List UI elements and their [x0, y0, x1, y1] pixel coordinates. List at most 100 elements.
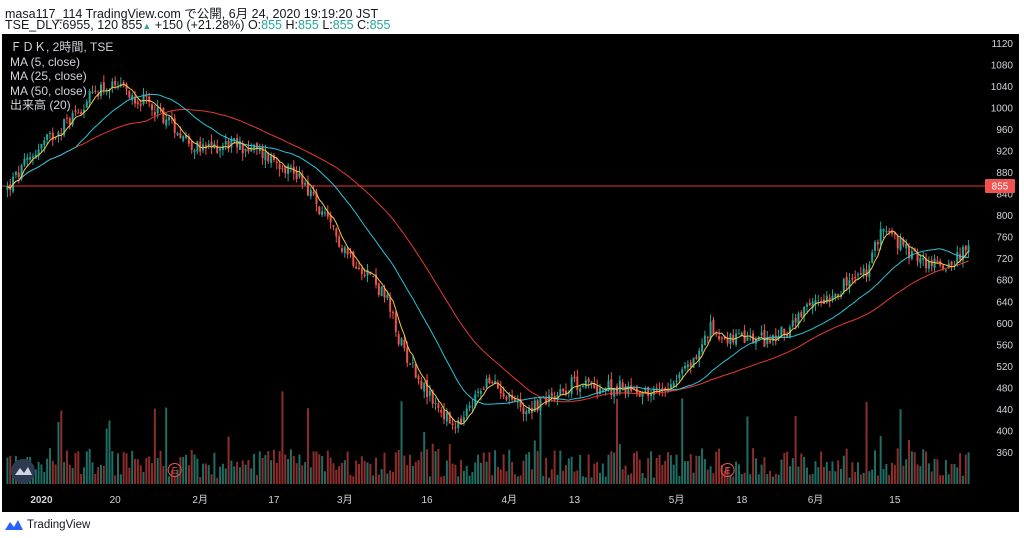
candle-body[interactable]	[723, 336, 726, 340]
candle-body[interactable]	[882, 228, 885, 232]
candle-body[interactable]	[771, 335, 774, 342]
candle-body[interactable]	[584, 380, 587, 388]
candle-body[interactable]	[502, 393, 505, 397]
candle-body[interactable]	[224, 141, 227, 145]
legend-ma25[interactable]: MA (25, close)	[10, 69, 87, 83]
candle-body[interactable]	[309, 189, 312, 197]
candle-body[interactable]	[278, 164, 281, 170]
candle-body[interactable]	[63, 118, 66, 136]
candle-body[interactable]	[610, 379, 613, 395]
candle-body[interactable]	[151, 104, 154, 110]
candle-body[interactable]	[828, 297, 831, 301]
candle-body[interactable]	[491, 382, 494, 384]
candle-body[interactable]	[326, 211, 329, 217]
candle-body[interactable]	[712, 320, 715, 335]
candle-body[interactable]	[783, 328, 786, 334]
candle-body[interactable]	[134, 96, 136, 104]
candle-body[interactable]	[587, 378, 590, 382]
candle-body[interactable]	[403, 339, 406, 349]
candle-body[interactable]	[6, 186, 9, 190]
candle-body[interactable]	[593, 383, 596, 389]
candle-body[interactable]	[26, 157, 29, 161]
candle-body[interactable]	[536, 400, 539, 411]
candle-body[interactable]	[862, 268, 865, 275]
candle-body[interactable]	[607, 380, 610, 390]
candle-body[interactable]	[559, 389, 562, 396]
candle-body[interactable]	[621, 382, 624, 388]
candle-body[interactable]	[814, 299, 817, 305]
candle-body[interactable]	[68, 118, 71, 125]
earnings-marker[interactable]	[720, 463, 735, 477]
candle-body[interactable]	[874, 242, 877, 251]
candle-body[interactable]	[346, 248, 349, 255]
candle-body[interactable]	[604, 388, 607, 390]
candle-body[interactable]	[176, 133, 179, 136]
candle-body[interactable]	[899, 238, 902, 250]
candle-body[interactable]	[579, 388, 582, 392]
candle-body[interactable]	[859, 273, 862, 275]
candle-body[interactable]	[380, 286, 383, 297]
candle-body[interactable]	[564, 390, 567, 395]
candle-body[interactable]	[686, 364, 689, 368]
candle-body[interactable]	[522, 407, 525, 414]
candle-body[interactable]	[338, 236, 341, 247]
candle-body[interactable]	[922, 257, 925, 260]
candle-body[interactable]	[695, 356, 698, 359]
candle-body[interactable]	[706, 336, 709, 338]
candle-body[interactable]	[451, 423, 454, 425]
candle-body[interactable]	[678, 374, 681, 379]
candle-body[interactable]	[933, 258, 936, 268]
candle-body[interactable]	[102, 82, 105, 90]
candle-body[interactable]	[185, 135, 188, 138]
candle-body[interactable]	[423, 382, 426, 392]
candle-body[interactable]	[329, 215, 332, 223]
candle-body[interactable]	[428, 390, 431, 396]
candle-body[interactable]	[465, 408, 468, 417]
candle-body[interactable]	[525, 411, 528, 415]
candle-body[interactable]	[944, 269, 947, 271]
candle-body[interactable]	[261, 146, 264, 158]
candle-body[interactable]	[443, 410, 446, 420]
candle-body[interactable]	[233, 137, 236, 142]
candle-body[interactable]	[281, 168, 284, 170]
candle-body[interactable]	[720, 337, 723, 339]
candle-body[interactable]	[550, 392, 553, 397]
legend-volume[interactable]: 出来高 (20)	[10, 98, 71, 112]
candle-body[interactable]	[794, 317, 797, 323]
candle-body[interactable]	[284, 166, 287, 174]
candle-body[interactable]	[808, 302, 811, 306]
candle-body[interactable]	[238, 141, 241, 150]
candle-body[interactable]	[31, 156, 34, 158]
candle-body[interactable]	[930, 260, 933, 267]
candle-body[interactable]	[760, 332, 763, 336]
candle-body[interactable]	[386, 294, 389, 299]
candle-body[interactable]	[692, 357, 695, 368]
candle-body[interactable]	[111, 81, 114, 88]
candle-body[interactable]	[54, 137, 57, 139]
candle-body[interactable]	[440, 409, 443, 413]
chart-area[interactable]: 1120 1080 1040 1000 960 920 880 840 800 760 720 680…	[2, 34, 1019, 512]
candle-body[interactable]	[417, 376, 420, 380]
candle-body[interactable]	[85, 101, 88, 108]
candle-body[interactable]	[196, 141, 199, 152]
candle-body[interactable]	[703, 335, 706, 346]
candle-body[interactable]	[165, 119, 168, 126]
candle-body[interactable]	[837, 293, 840, 296]
candle-body[interactable]	[664, 388, 667, 390]
candle-body[interactable]	[905, 243, 908, 249]
candle-body[interactable]	[437, 403, 440, 409]
candle-body[interactable]	[448, 412, 451, 424]
candle-body[interactable]	[136, 101, 139, 105]
candle-body[interactable]	[488, 377, 491, 383]
candle-body[interactable]	[82, 109, 85, 113]
candle-body[interactable]	[857, 274, 859, 276]
candle-body[interactable]	[445, 412, 448, 422]
candle-body[interactable]	[105, 91, 108, 93]
candle-body[interactable]	[573, 376, 576, 379]
candle-body[interactable]	[851, 278, 854, 280]
candle-body[interactable]	[57, 132, 60, 137]
candle-body[interactable]	[735, 333, 738, 345]
candle-body[interactable]	[397, 334, 400, 345]
candle-body[interactable]	[746, 337, 749, 341]
candle-body[interactable]	[908, 246, 911, 259]
